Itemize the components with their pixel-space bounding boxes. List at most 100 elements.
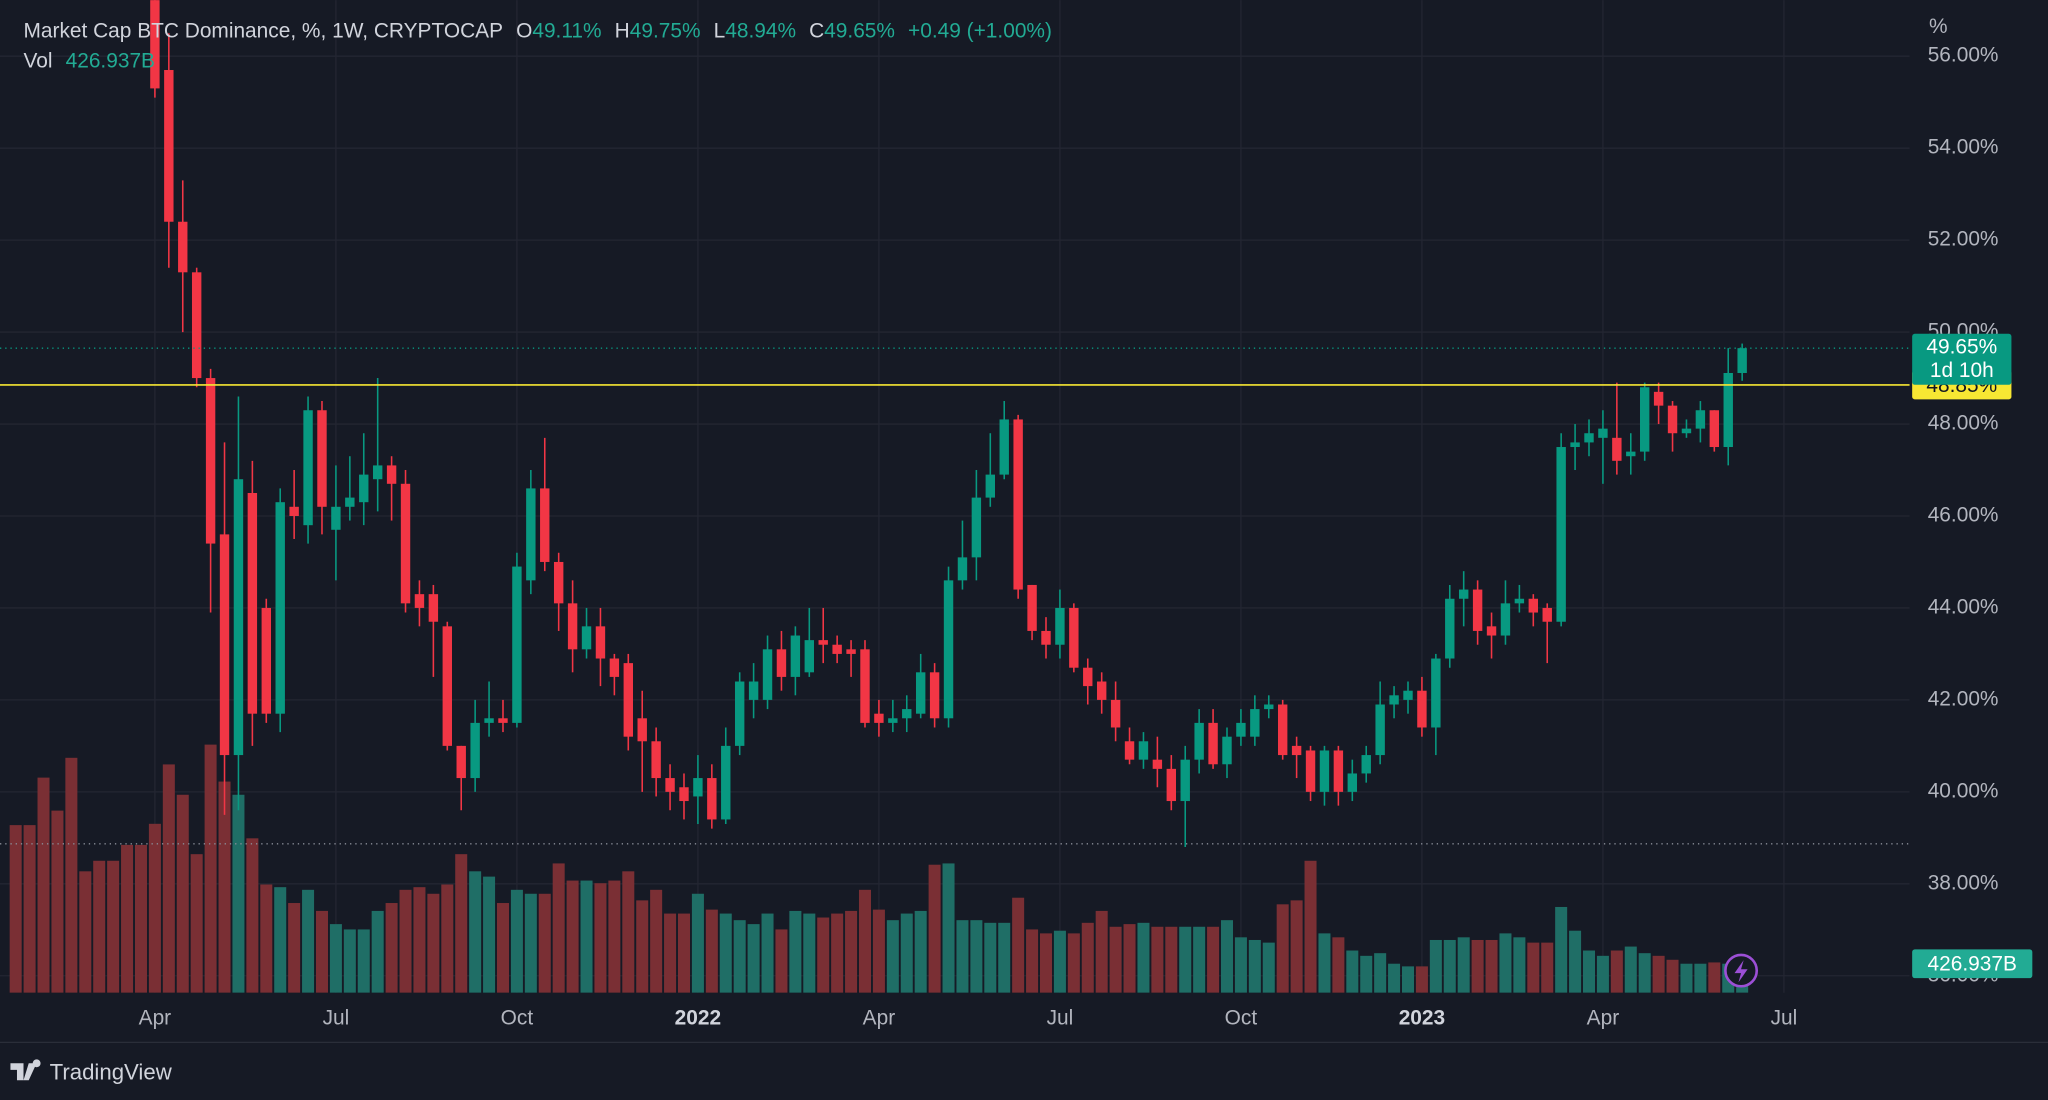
candle-body [553, 561, 564, 604]
candle-body [1695, 410, 1706, 429]
volume-bar [1666, 959, 1679, 993]
volume-value: 426.937B [66, 49, 155, 72]
volume-bar [93, 860, 106, 993]
close-value: 49.65% [824, 19, 895, 42]
volume-bar [399, 889, 412, 993]
replay-icon[interactable] [1724, 953, 1759, 988]
candle-body [400, 483, 411, 604]
y-tick-label: 40.00% [1928, 779, 1999, 802]
volume-tag [1912, 949, 2033, 979]
x-tick-label: Oct [501, 1006, 534, 1029]
volume-bar [371, 910, 384, 993]
volume-bar [1555, 906, 1568, 993]
high-value: 49.75% [630, 19, 701, 42]
candle-body [929, 672, 940, 719]
volume-bar [650, 889, 663, 993]
volume-bar [1582, 950, 1596, 993]
candle-body [581, 626, 592, 650]
candle-body [498, 718, 508, 723]
y-tick-label: 42.00% [1928, 687, 1999, 710]
candle-body [999, 419, 1009, 475]
candle-body [1542, 607, 1552, 622]
volume-bar [1360, 955, 1373, 993]
candle-body [748, 681, 759, 700]
candle-body [665, 778, 675, 792]
candle-body [915, 672, 926, 714]
candle-body [902, 709, 912, 719]
candle-body [679, 787, 689, 802]
volume-bar [1596, 955, 1609, 993]
icon-bolt[interactable] [1734, 960, 1748, 983]
candle-body [1208, 722, 1218, 765]
volume-bar [190, 854, 203, 993]
volume-bar [79, 871, 92, 993]
volume-bar [1304, 860, 1317, 993]
volume-bar [274, 887, 287, 993]
volume-bar [176, 794, 189, 993]
candle-body [247, 493, 258, 714]
volume-bar [496, 903, 509, 993]
volume-bar [1569, 930, 1582, 993]
candle-body [888, 718, 898, 723]
candle-body [484, 718, 494, 723]
last-price-label: 49.65% [1926, 336, 1997, 359]
candle-body [1264, 704, 1274, 710]
volume-bar [858, 889, 872, 993]
low-value: 48.94% [725, 19, 796, 42]
candle-body [846, 649, 856, 654]
volume-bar [121, 844, 134, 993]
candle-body [721, 745, 731, 820]
candle-body [567, 603, 578, 650]
candle-body [637, 718, 647, 742]
volume-bar [455, 854, 468, 993]
volume-bar [1026, 929, 1039, 993]
volume-bar [956, 920, 969, 993]
candle-body [1027, 584, 1037, 631]
candle-body [526, 488, 536, 581]
candle-body [317, 410, 327, 507]
countdown-label: 1d 10h [1930, 359, 1994, 382]
candle-body [1152, 759, 1163, 769]
candle-body [1431, 658, 1441, 728]
candle-body [1236, 722, 1246, 737]
candle-body [1639, 387, 1650, 452]
volume-key: Vol [24, 49, 53, 72]
candle-body [1041, 630, 1051, 645]
volume-bar [984, 922, 997, 993]
volume-bar [608, 880, 621, 993]
y-tick-label: 56.00% [1928, 44, 1999, 67]
volume-bar [413, 887, 426, 993]
volume-bar [343, 929, 356, 993]
volume-bar [719, 913, 732, 993]
volume-bar [1318, 933, 1331, 993]
volume-bar [900, 913, 913, 993]
candle-body [595, 626, 606, 659]
x-tick-label: Apr [863, 1006, 896, 1029]
volume-bar [162, 764, 175, 993]
y-tick-label: 46.00% [1928, 504, 1999, 527]
candle-body [832, 644, 842, 654]
candle-body [303, 410, 313, 526]
candle-body [957, 557, 968, 581]
volume-bar [538, 893, 551, 993]
volume-bar [886, 920, 899, 993]
candle-body [386, 465, 397, 484]
x-tick-label: Jul [1771, 1006, 1798, 1029]
candle-body [790, 635, 801, 677]
volume-bar [566, 880, 579, 993]
candle-body [1709, 410, 1720, 448]
candle-body [1486, 626, 1497, 636]
volume-bar [23, 825, 36, 993]
volume-bar [1165, 926, 1178, 993]
candle-body [428, 594, 439, 622]
volume-bar [761, 913, 774, 993]
volume-bar [9, 825, 22, 993]
volume-bar [691, 893, 704, 993]
volume-bar [232, 794, 245, 993]
volume-bar [775, 929, 788, 993]
volume-bar [914, 910, 927, 993]
volume-bar [510, 889, 523, 993]
open-key: O [516, 19, 532, 42]
y-tick-label: 54.00% [1928, 136, 1999, 159]
candle-body [1291, 745, 1302, 756]
